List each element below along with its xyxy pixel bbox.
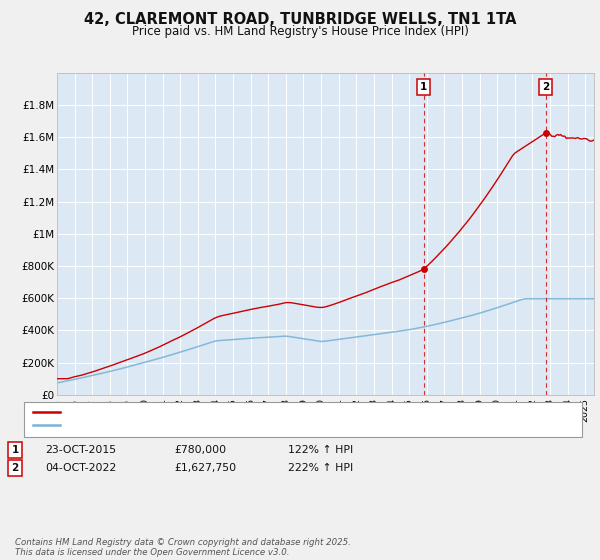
Text: 42, CLAREMONT ROAD, TUNBRIDGE WELLS, TN1 1TA: 42, CLAREMONT ROAD, TUNBRIDGE WELLS, TN1… xyxy=(84,12,516,27)
Text: 122% ↑ HPI: 122% ↑ HPI xyxy=(288,445,353,455)
Text: Contains HM Land Registry data © Crown copyright and database right 2025.
This d: Contains HM Land Registry data © Crown c… xyxy=(15,538,351,557)
Text: 1: 1 xyxy=(11,445,19,455)
Text: 42, CLAREMONT ROAD, TUNBRIDGE WELLS, TN1 1TA (semi-detached house): 42, CLAREMONT ROAD, TUNBRIDGE WELLS, TN1… xyxy=(65,407,446,417)
Text: 222% ↑ HPI: 222% ↑ HPI xyxy=(288,463,353,473)
Text: £1,627,750: £1,627,750 xyxy=(174,463,236,473)
Text: 04-OCT-2022: 04-OCT-2022 xyxy=(45,463,116,473)
Text: Price paid vs. HM Land Registry's House Price Index (HPI): Price paid vs. HM Land Registry's House … xyxy=(131,25,469,38)
Text: HPI: Average price, semi-detached house, Tunbridge Wells: HPI: Average price, semi-detached house,… xyxy=(65,420,356,430)
Text: 2: 2 xyxy=(11,463,19,473)
Text: 2: 2 xyxy=(542,82,550,92)
Text: 23-OCT-2015: 23-OCT-2015 xyxy=(45,445,116,455)
Text: 1: 1 xyxy=(420,82,427,92)
Text: £780,000: £780,000 xyxy=(174,445,226,455)
